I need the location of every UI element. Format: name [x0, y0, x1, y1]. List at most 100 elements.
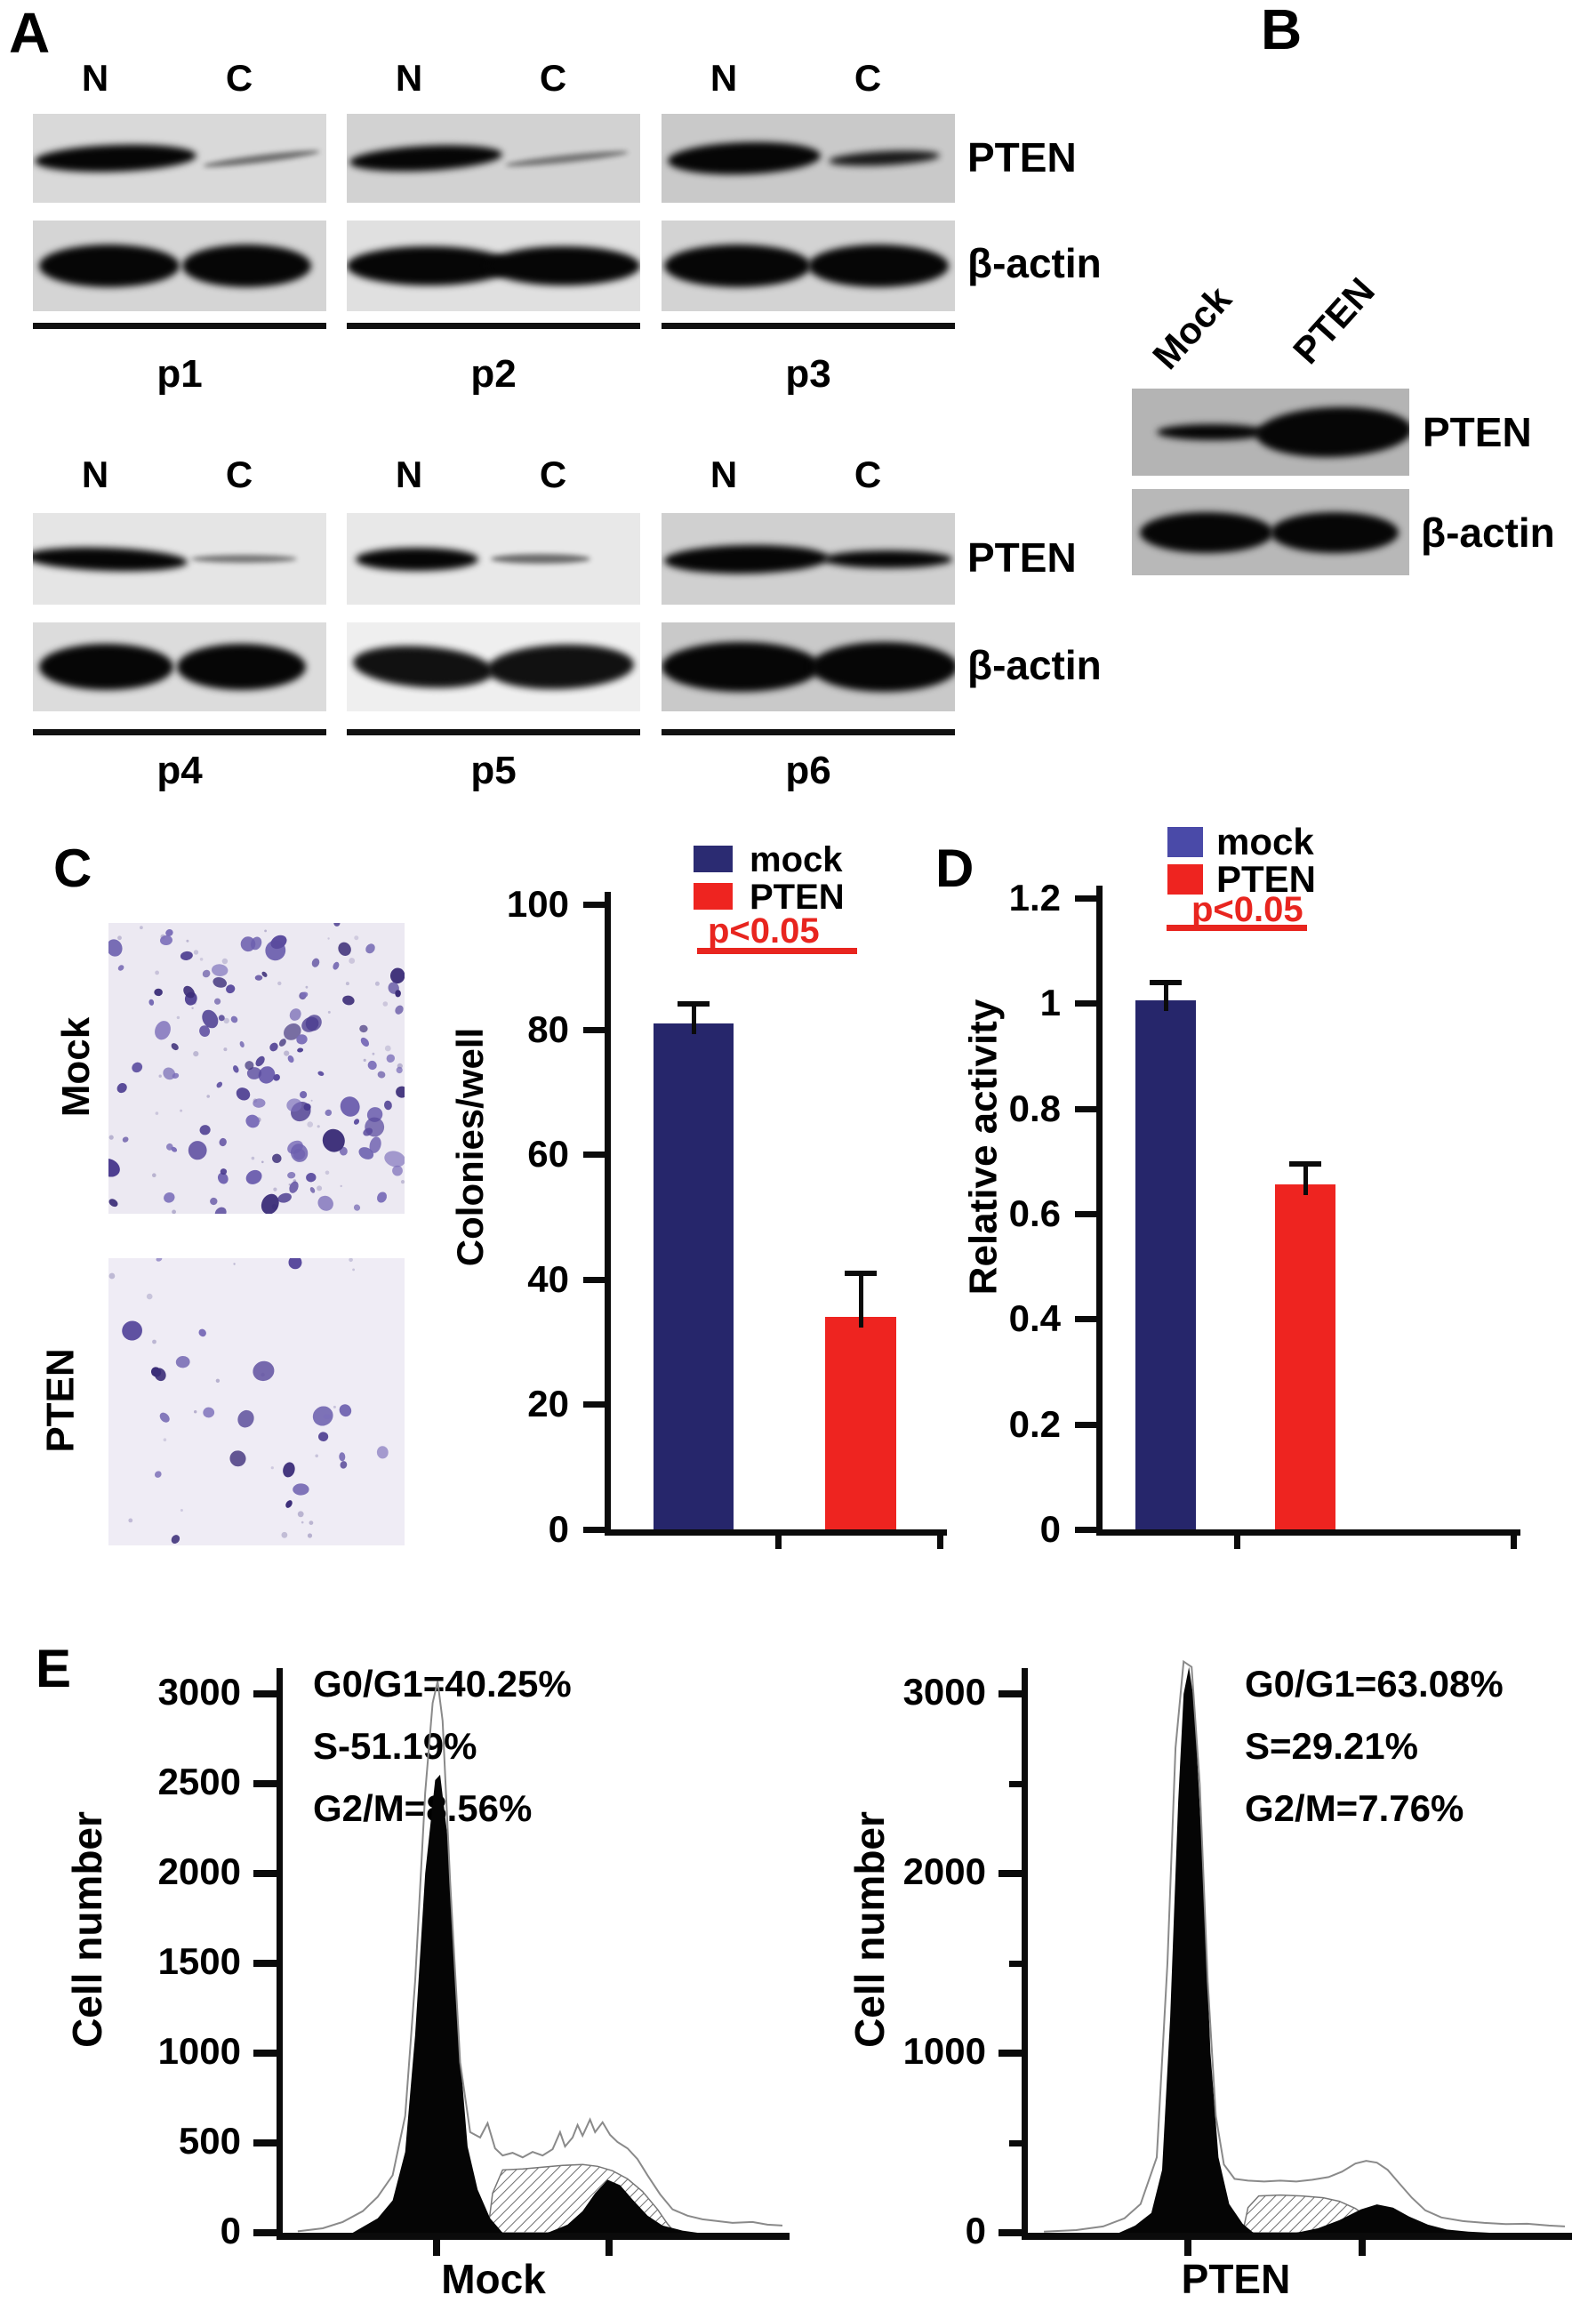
legend-swatch-mock-c [694, 846, 733, 872]
protein-band [1157, 424, 1268, 440]
x-tick [605, 2240, 613, 2256]
lane-label-pten-b: PTEN [1285, 269, 1383, 372]
y-tick [253, 2139, 277, 2146]
y-tick [999, 1690, 1022, 1697]
bar-mock [654, 1023, 734, 1529]
legend-label-mock-d: mock [1216, 821, 1314, 863]
protein-band [38, 245, 180, 287]
y-tick [583, 1401, 605, 1408]
lane-label-c: C [225, 57, 253, 99]
y-tick-label: 500 [178, 2120, 241, 2162]
blot-p2-actin [347, 221, 640, 311]
y-axis-label-cellnumber-left: Cell number [63, 1811, 110, 2048]
flow-annotation-g0g1-pten: G0/G1=63.08% [1245, 1663, 1504, 1705]
y-tick [999, 2229, 1022, 2236]
y-tick-label: 0.2 [1008, 1402, 1061, 1445]
protein-band [828, 148, 941, 169]
flow_mock-curves [297, 1681, 782, 2233]
legend-label-mock-c: mock [750, 840, 843, 879]
model-fit-outline [1044, 1659, 1565, 2233]
y-tick-label: 2000 [157, 1850, 241, 1892]
target-label-actin-row1: β-actin [967, 240, 1102, 286]
g1-peak [1119, 1666, 1254, 2233]
flow-annotation-s-mock: S-51.19% [313, 1725, 477, 1767]
blot-p5-pten [347, 513, 640, 605]
y-tick-label: 1.2 [1008, 877, 1061, 919]
y-tick [253, 2050, 277, 2057]
y-minor-tick [1009, 1781, 1022, 1787]
target-label-pten-row2: PTEN [967, 534, 1077, 581]
colony-image-pten [108, 1256, 405, 1545]
protein-band [487, 246, 640, 285]
target-label-pten-b: PTEN [1423, 409, 1532, 455]
patient-label: p5 [470, 749, 517, 792]
x-axis [277, 2233, 790, 2240]
y-tick-label: 3000 [157, 1671, 241, 1713]
y-tick [1075, 895, 1096, 902]
g2-peak [1296, 2204, 1490, 2233]
y-tick [253, 1960, 277, 1967]
y-tick-label: 3000 [902, 1671, 986, 1713]
patient-label: p1 [156, 352, 203, 396]
x-tick [1511, 1536, 1517, 1549]
protein-band [1255, 404, 1409, 461]
blot-p3-pten [662, 114, 955, 203]
significance-line-c [697, 948, 857, 954]
panel-label-c: C [53, 839, 92, 898]
lane-label-n: N [710, 453, 738, 495]
lane-label-n: N [395, 453, 423, 495]
y-tick-label: 80 [527, 1007, 569, 1050]
protein-band [182, 245, 312, 287]
error-bar-cap [1150, 979, 1182, 985]
lane-label-c: C [225, 453, 253, 495]
y-tick-label: 1000 [157, 2030, 241, 2072]
y-tick-label: 2000 [902, 1850, 986, 1892]
y-tick [253, 2229, 277, 2236]
y-axis-label-cellnumber-right: Cell number [846, 1811, 893, 2048]
y-tick [1075, 1211, 1096, 1217]
y-tick-label: 0.6 [1008, 1192, 1061, 1234]
blot-p4-pten [33, 513, 326, 605]
y-tick [1075, 1105, 1096, 1112]
y-tick-label: 0 [965, 2210, 986, 2251]
x-axis [1022, 2233, 1572, 2240]
flow-annotation-g2m-pten: G2/M=7.76% [1245, 1787, 1464, 1829]
flow-annotation-g2m-mock: G2/M=8.56% [313, 1787, 533, 1829]
y-tick-label: 0.4 [1008, 1297, 1061, 1340]
x-tick [937, 1536, 943, 1549]
y-tick [583, 902, 605, 908]
panel-label-b: B [1261, 0, 1303, 61]
y-tick [583, 1276, 605, 1283]
error-bar-cap [1289, 1160, 1321, 1167]
lane-label-n: N [395, 57, 423, 99]
protein-band [811, 642, 955, 692]
x-axis [605, 1529, 947, 1536]
g1-peak [352, 1774, 503, 2233]
protein-band [349, 141, 503, 175]
y-axis [1096, 886, 1103, 1536]
y-tick [583, 1151, 605, 1159]
y-tick-label: 0 [220, 2210, 241, 2251]
y-tick [1075, 1527, 1096, 1533]
blot-p1-pten [33, 114, 326, 203]
y-tick-label: 0.8 [1008, 1087, 1061, 1129]
lane-label-n: N [710, 57, 738, 99]
protein-band [347, 246, 511, 285]
lane-label-n: N [81, 57, 109, 99]
y-axis [605, 892, 611, 1536]
x-axis [1096, 1529, 1520, 1536]
error-bar-stem [1164, 982, 1168, 1012]
colony-dots-mock [98, 919, 408, 1219]
lane-label-c: C [854, 57, 882, 99]
error-bar-cap [678, 1001, 710, 1007]
blot-p1-actin [33, 221, 326, 311]
lane-label-c: C [539, 57, 567, 99]
lane-label-c: C [539, 453, 567, 495]
legend-swatch-mock-d [1167, 827, 1203, 857]
protein-band [1271, 511, 1399, 553]
g2-peak [547, 2179, 698, 2233]
protein-band [667, 140, 821, 177]
blot-p6-pten [662, 513, 955, 605]
y-minor-tick [1009, 2140, 1022, 2146]
legend-swatch-pten-d [1167, 864, 1203, 895]
